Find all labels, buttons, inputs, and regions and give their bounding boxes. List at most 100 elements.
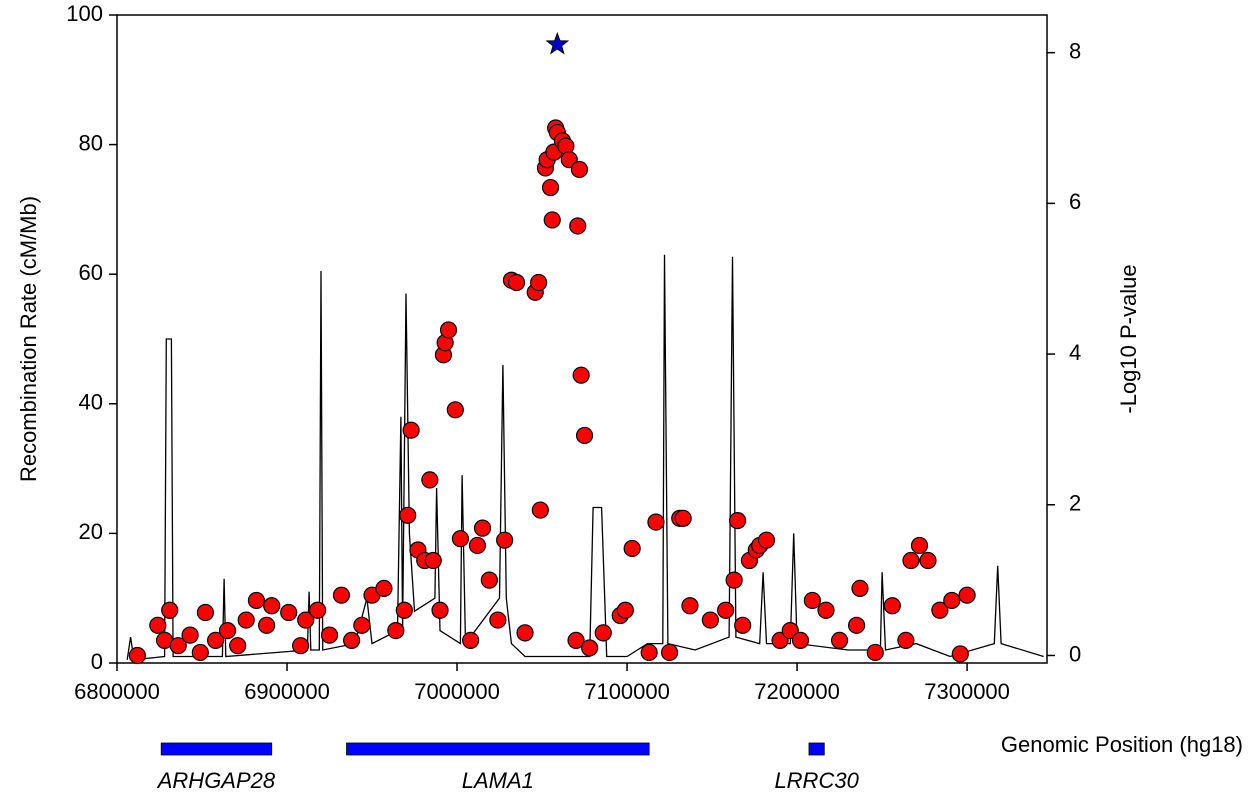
snp-point [395,601,413,619]
snp-point [421,471,439,489]
gene-bar [346,742,650,756]
snp-point [567,631,585,649]
snp-point [191,643,209,662]
y2-tick-label: 2 [1069,491,1081,516]
x-tick-label: 7000000 [414,679,500,704]
snp-point [570,160,589,179]
snp-point [353,616,371,634]
snp-point [128,646,147,665]
snp-point [734,616,752,634]
x-tick-label: 7100000 [584,679,670,704]
snp-point [541,178,560,197]
x-axis-label: Genomic Position (hg18) [1001,732,1243,757]
snp-point [569,217,587,235]
snp-point [320,626,339,644]
y2-tick-label: 0 [1069,641,1081,666]
gene-bar [160,742,273,756]
snp-point [728,511,747,530]
x-tick-label: 6900000 [244,679,330,704]
snp-point [181,626,199,644]
gene-label: LRRC30 [774,768,859,793]
snp-point [375,579,393,598]
snp-point [218,621,237,640]
snp-point [229,637,247,655]
gene-label: ARHGAP28 [156,768,276,793]
snp-point [830,631,849,649]
snp-point [402,421,420,439]
x-tick-label: 7300000 [924,679,1010,704]
snp-point [640,643,658,662]
snp-point [258,616,276,634]
snp-point [237,611,255,629]
snp-point [280,603,298,622]
snp-point [473,519,492,537]
snp-point [791,631,810,649]
snp-point [701,611,719,629]
snp-point [851,579,869,598]
snp-point [803,591,821,610]
snp-point [309,601,327,619]
top-snp-star [545,31,570,55]
y-tick-label: 0 [91,649,103,674]
gene-label: LAMA1 [462,768,534,793]
snp-point [480,571,498,589]
snp-point [530,273,548,292]
snp-point [931,601,949,619]
snp-point [516,624,534,642]
plot-frame [116,14,1048,664]
snp-point [616,601,634,619]
snp-point [507,273,526,292]
snp-point [883,597,901,615]
snp-point [817,601,835,619]
y-tick-label: 80 [79,130,103,155]
snp-point [439,321,458,339]
snp-point [725,571,743,589]
snp-point [161,601,179,619]
snp-point [623,539,641,558]
snp-point [399,506,417,524]
snp-point [757,531,776,549]
snp-point [674,509,692,527]
snp-point [387,621,405,640]
recombination-line [126,254,1044,661]
x-tick-label: 7200000 [754,679,840,704]
gene-bar [808,742,825,756]
snp-point [196,603,215,622]
snp-point [717,601,735,619]
y2-axis-label: -Log10 P-value [1116,264,1141,413]
snp-point [431,601,449,619]
snp-point [866,643,884,662]
snp-point [292,637,310,655]
snp-point [902,551,920,570]
snp-point [575,426,594,445]
y-tick-label: 20 [79,519,103,544]
snp-point [847,616,866,634]
snp-point [647,513,665,531]
y-tick-label: 60 [79,260,103,285]
y2-tick-label: 6 [1069,189,1081,214]
snp-point [424,551,442,570]
snp-point [943,591,961,610]
snp-point [462,631,480,649]
snp-point [543,211,561,229]
snp-point [958,586,976,604]
snp-point [897,631,915,649]
snp-point [451,530,470,548]
x-tick-label: 6800000 [74,679,160,704]
snp-point [572,366,590,384]
snp-point [581,639,599,657]
y-tick-label: 40 [79,390,103,415]
snp-point [919,551,937,570]
snp-point [149,616,167,634]
snp-point [297,611,315,629]
snp-point [594,624,612,642]
y-tick-label: 100 [66,1,103,26]
snp-point [531,501,549,519]
snp-point [489,611,507,629]
y2-tick-label: 8 [1069,38,1081,63]
snp-point [207,631,225,649]
snp-point [343,631,361,649]
snp-point [468,536,487,555]
snp-point [681,597,699,615]
snp-point [910,536,929,555]
